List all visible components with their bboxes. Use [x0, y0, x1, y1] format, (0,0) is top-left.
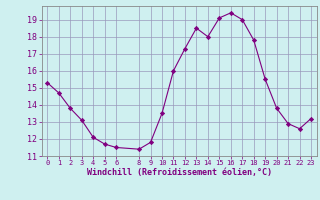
X-axis label: Windchill (Refroidissement éolien,°C): Windchill (Refroidissement éolien,°C) — [87, 168, 272, 177]
